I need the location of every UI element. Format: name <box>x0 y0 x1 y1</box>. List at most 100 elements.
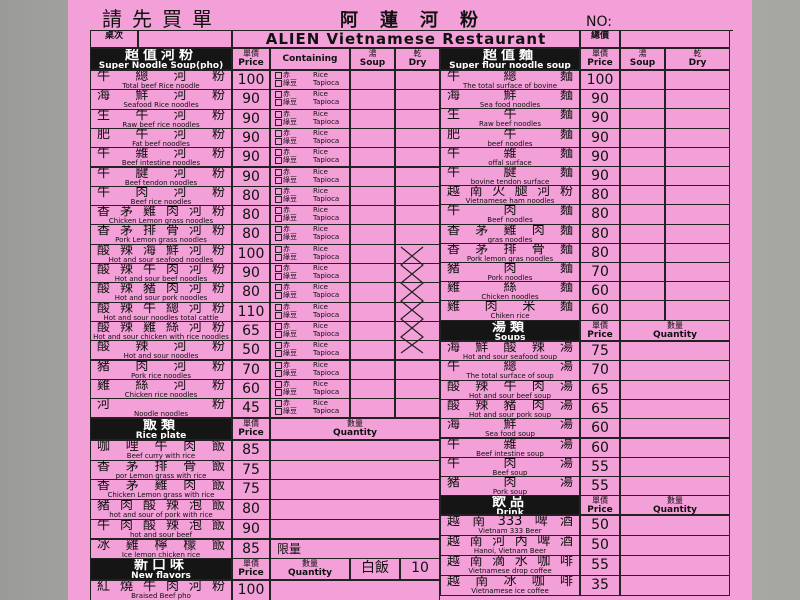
checkbox[interactable] <box>275 110 282 118</box>
item-name: 海鮮酸辣湯 Hot and sour seafood soup <box>440 341 580 362</box>
checkbox[interactable] <box>275 408 282 416</box>
item-name: 香茅排骨河粉 Pork Lemon grass noodles <box>90 224 232 245</box>
containing: 赤 Rice 綠豆 Tapioca <box>270 147 350 168</box>
checkbox[interactable] <box>275 253 282 261</box>
option: 綠豆 Tapioca <box>271 407 349 416</box>
title-en: New flavors <box>131 571 191 580</box>
item-zh: 酸辣豬肉河粉 <box>97 282 225 297</box>
price-header-en: Price <box>587 58 613 68</box>
item-price: 50 <box>580 515 620 536</box>
containing: 赤 Rice 綠豆 Tapioca <box>270 378 350 400</box>
item-price: 90 <box>232 166 270 187</box>
checkbox[interactable] <box>275 149 282 157</box>
containing: 赤 Rice 綠豆 Tapioca <box>270 340 350 361</box>
checkbox[interactable] <box>275 99 282 107</box>
option: 綠豆 Tapioca <box>271 79 349 87</box>
dry-cell <box>395 398 440 419</box>
checkbox[interactable] <box>275 137 282 145</box>
title-zh: 飲品 <box>492 495 528 510</box>
item-zh: 咖哩牛肉飯 <box>97 440 225 454</box>
checkbox[interactable] <box>275 187 282 195</box>
item-name: 牛總麵 The total surface of bovine <box>440 70 580 91</box>
price: 80 <box>242 284 260 301</box>
dry-cell <box>665 70 730 91</box>
title-zh: 超值麵 <box>483 48 537 63</box>
quantity-cell <box>620 456 730 478</box>
option-en: Rice <box>313 321 328 330</box>
checkbox[interactable] <box>275 330 282 338</box>
price: 90 <box>591 129 609 146</box>
item-name: 牛腱麵 bovine tendon surface <box>440 166 580 187</box>
soup-cell <box>350 398 395 419</box>
price: 60 <box>591 420 609 437</box>
checkbox[interactable] <box>275 400 282 408</box>
checkbox[interactable] <box>275 361 282 369</box>
option-zh: 赤 <box>283 379 290 388</box>
option-en: Tapioca <box>313 310 340 319</box>
checkbox[interactable] <box>275 273 282 280</box>
item-name: 牛肉湯 Beef soup <box>440 456 580 478</box>
checkbox[interactable] <box>275 292 282 300</box>
restaurant-name: ALIEN Vietnamese Restaurant <box>265 30 547 48</box>
price-header-zh: 單價 <box>592 49 608 58</box>
soup-cell <box>620 204 665 225</box>
option-zh: 綠豆 <box>283 368 297 377</box>
table-label-text: 桌次 <box>104 31 123 41</box>
checkbox[interactable] <box>275 72 282 79</box>
item-en: Chiken rice <box>490 312 530 321</box>
dry-header-zh: 乾 <box>693 49 702 58</box>
checkbox[interactable] <box>275 245 282 253</box>
checkbox[interactable] <box>275 388 282 396</box>
price: 80 <box>591 206 609 223</box>
checkbox[interactable] <box>275 265 282 272</box>
item-en: Beef rice noodles <box>130 197 192 206</box>
checkbox[interactable] <box>275 226 282 234</box>
price: 80 <box>591 187 609 204</box>
checkbox[interactable] <box>275 80 282 87</box>
checkbox[interactable] <box>275 322 282 330</box>
checkbox[interactable] <box>275 350 282 358</box>
checkbox[interactable] <box>275 176 282 184</box>
checkbox[interactable] <box>275 369 282 377</box>
option-en: Rice <box>313 225 328 234</box>
containing: 赤 Rice 綠豆 Tapioca <box>270 224 350 245</box>
checkbox[interactable] <box>275 215 282 223</box>
item-zh: 牛總河粉 <box>97 70 225 84</box>
white-rice-price-text: 10 <box>411 560 429 576</box>
item-name: 越南333啤酒 Vietnam 333 Beer <box>440 515 580 536</box>
item-en: Chicken Lemon grass noodles <box>108 217 214 226</box>
price: 55 <box>591 458 609 475</box>
checkbox[interactable] <box>275 195 282 203</box>
item-name: 牛雜麵 offal surface <box>440 146 580 167</box>
quantity-cell <box>270 440 440 461</box>
containing: 赤 Rice 綠豆 Tapioca <box>270 359 350 380</box>
checkbox[interactable] <box>275 118 282 126</box>
checkbox[interactable] <box>275 168 282 176</box>
checkbox[interactable] <box>275 342 282 350</box>
soup-header-zh: 湯 <box>638 49 647 58</box>
checkbox[interactable] <box>275 380 282 388</box>
price: 90 <box>242 91 260 108</box>
checkbox[interactable] <box>275 91 282 99</box>
section-title: 湯類 Soups <box>440 320 580 341</box>
checkbox[interactable] <box>275 234 282 242</box>
checkbox[interactable] <box>275 311 282 319</box>
option-zh: 赤 <box>283 264 290 272</box>
price-header-zh: 單價 <box>243 419 259 428</box>
dry-cell <box>395 205 440 226</box>
checkbox[interactable] <box>275 303 282 311</box>
title-zh: 飯類 <box>143 418 179 433</box>
item-price: 65 <box>232 320 270 342</box>
option-en: Tapioca <box>313 368 340 377</box>
option: 赤 Rice <box>271 264 349 272</box>
checkbox[interactable] <box>275 157 282 165</box>
option: 綠豆 Tapioca <box>271 253 349 261</box>
item-name: 海鮮河粉 Seafood Rice noodles <box>90 89 232 110</box>
dry-cell <box>395 185 440 207</box>
checkbox[interactable] <box>275 207 282 215</box>
checkbox[interactable] <box>275 284 282 292</box>
option: 赤 Rice <box>271 71 349 79</box>
checkbox[interactable] <box>275 129 282 137</box>
option: 綠豆 Tapioca <box>271 98 349 107</box>
option-zh: 赤 <box>283 128 290 137</box>
